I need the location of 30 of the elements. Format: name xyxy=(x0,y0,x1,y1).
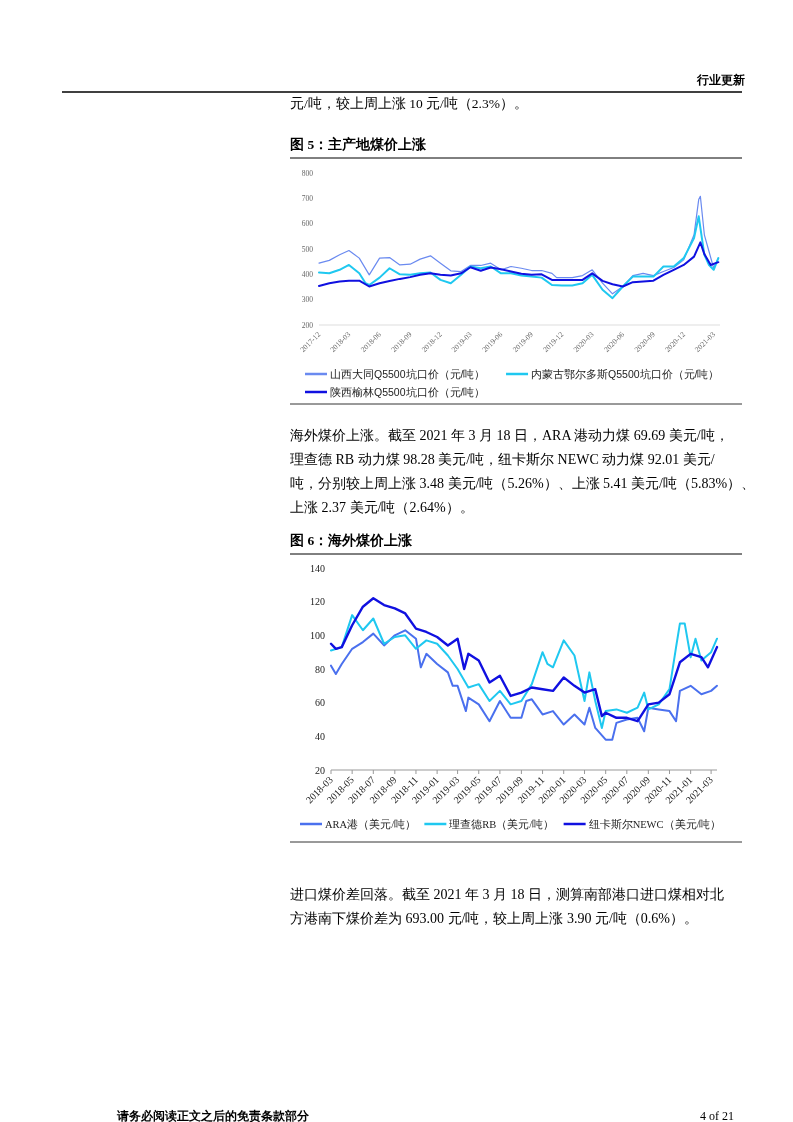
text: 行业更新 xyxy=(696,73,745,87)
legend-label: 内蒙古鄂尔多斯Q5500坑口价（元/吨） xyxy=(531,367,720,380)
y-tick-label: 80 xyxy=(315,663,325,675)
text: 元/吨，较上周上涨 10 元/吨（2.3%）。 xyxy=(290,96,528,111)
y-tick-label: 100 xyxy=(310,629,325,641)
text: 请务必阅读正文之后的免责条款部分 xyxy=(116,1109,310,1122)
line-series xyxy=(318,241,720,288)
y-tick-label: 140 xyxy=(310,562,325,574)
legend-label: 纽卡斯尔NEWC（美元/吨） xyxy=(588,817,722,830)
text: 上涨 2.37 美元/吨（2.64%）。 xyxy=(290,500,474,515)
y-tick-label: 60 xyxy=(315,697,325,709)
legend-label: 山西大同Q5500坑口价（元/吨） xyxy=(330,367,486,380)
chart-title: 图 5：主产地煤价上涨 xyxy=(290,136,428,152)
text: 方港南下煤价差为 693.00 元/吨，较上周上涨 3.90 元/吨（0.6%）。 xyxy=(290,911,698,926)
line-series xyxy=(329,597,719,723)
legend-label: 理查德RB（美元/吨） xyxy=(449,817,555,830)
line-series xyxy=(330,629,718,741)
y-tick-label: 120 xyxy=(310,596,325,608)
y-tick-label: 40 xyxy=(315,730,325,742)
line-series xyxy=(318,215,720,300)
text: 海外煤价上涨。截至 2021 年 3 月 18 日，ARA 港动力煤 69.69 美元/吨， xyxy=(290,428,729,443)
legend-label: 陕西榆林Q5500坑口价（元/吨） xyxy=(330,385,486,398)
line-series xyxy=(330,614,718,729)
text: 吨，分别较上周上涨 3.48 美元/吨（5.26%）、上涨 5.41 美元/吨（5.83%）、 xyxy=(290,476,756,491)
legend-label: ARA港（美元/吨） xyxy=(325,817,417,830)
y-tick-label: 20 xyxy=(315,764,325,776)
text: 进口煤价差回落。截至 2021 年 3 月 18 日，测算南部港口进口煤相对北 xyxy=(290,887,724,902)
text: 理查德 RB 动力煤 98.28 美元/吨，纽卡斯尔 NEWC 动力煤 92.01 美元/ xyxy=(290,452,715,467)
text: 4 of 21 xyxy=(700,1109,734,1122)
chart-title: 图 6：海外煤价上涨 xyxy=(290,533,414,548)
